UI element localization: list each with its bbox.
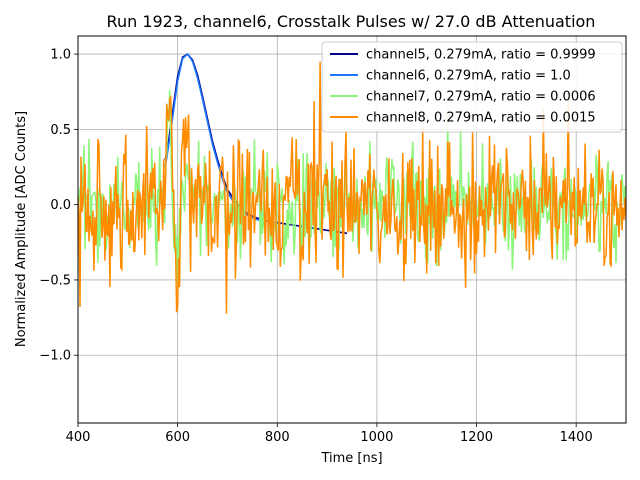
data-layer — [78, 52, 626, 314]
x-tick-label: 600 — [165, 430, 190, 445]
y-tick-label: −0.5 — [39, 273, 71, 288]
x-tick-label: 1400 — [560, 430, 593, 445]
legend: channel5, 0.279mA, ratio = 0.9999 channel… — [321, 41, 623, 133]
y-tick-label: 0.0 — [50, 198, 71, 213]
legend-entry-label: channel8, 0.279mA, ratio = 0.0015 — [366, 111, 596, 126]
ticks-layer: 400 600 800 1000 1200 1400 −1.0 −0.5 0.0 0.5 1.0 — [39, 48, 592, 445]
y-axis-label: Normalized Amplitude [ADC Counts] — [14, 111, 29, 347]
y-tick-label: 0.5 — [50, 123, 71, 138]
series-line-channel6 — [164, 52, 278, 224]
plot-frame — [77, 35, 627, 424]
y-tick-label: 1.0 — [50, 48, 71, 63]
x-tick-label: 400 — [66, 430, 91, 445]
y-tick-label: −1.0 — [39, 349, 71, 364]
x-tick-label: 1200 — [460, 430, 493, 445]
x-tick-label: 800 — [265, 430, 290, 445]
legend-entry-label: channel7, 0.279mA, ratio = 0.0006 — [366, 90, 596, 105]
legend-entry-label: channel5, 0.279mA, ratio = 0.9999 — [366, 48, 596, 63]
series-line-channel8 — [78, 61, 626, 314]
chart-title: Run 1923, channel6, Crosstalk Pulses w/ … — [107, 12, 596, 31]
x-axis-label: Time [ns] — [320, 451, 382, 466]
legend-entry-label: channel6, 0.279mA, ratio = 1.0 — [366, 69, 571, 84]
legend-box — [321, 41, 623, 133]
x-tick-label: 1000 — [360, 430, 393, 445]
